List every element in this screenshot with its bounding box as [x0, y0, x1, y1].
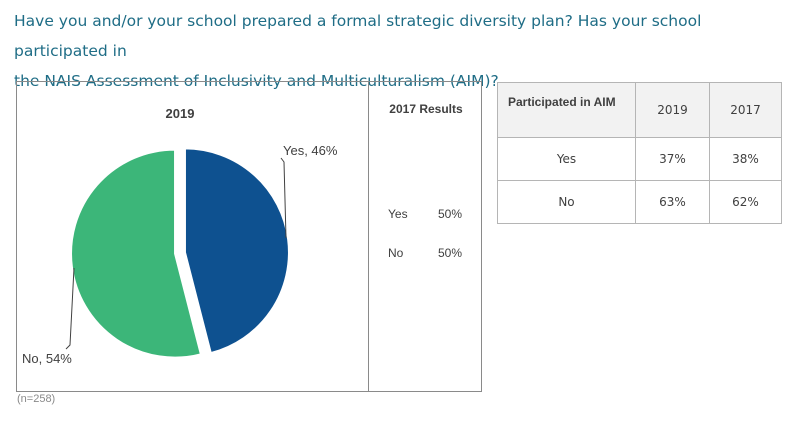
- frame-divider: [368, 81, 369, 392]
- table-row: No 63% 62%: [497, 180, 782, 224]
- table-cell: Yes: [497, 137, 636, 181]
- pie-slice-no: [70, 148, 203, 359]
- results-2017-value: 50%: [438, 246, 463, 260]
- aim-participation-table: Participated in AIM 2019 2017 Yes 37% 38…: [497, 82, 782, 224]
- pie-data-label: No, 54%: [22, 351, 72, 366]
- table-cell: 37%: [635, 137, 710, 181]
- pie-leader-line: [280, 157, 287, 239]
- table-header-cell: 2019: [635, 82, 710, 138]
- chart-frame: [16, 81, 482, 392]
- pie-data-label: Yes, 46%: [283, 143, 338, 158]
- results-2017-value: 50%: [438, 207, 463, 221]
- table-header-row: Participated in AIM 2019 2017: [497, 82, 782, 138]
- pie-title: 2019: [165, 106, 195, 121]
- table-header-cell: Participated in AIM: [497, 82, 636, 138]
- table-row: Yes 37% 38%: [497, 137, 782, 181]
- table-cell: 63%: [635, 180, 710, 224]
- table-cell: 62%: [709, 180, 782, 224]
- results-2017-title: 2017 Results: [389, 102, 463, 116]
- table-header-cell: 2017: [709, 82, 782, 138]
- results-2017-label: Yes: [388, 207, 408, 221]
- sample-size-note: (n=258): [17, 393, 56, 405]
- table-cell: No: [497, 180, 636, 224]
- pie-leader-line: [65, 267, 75, 350]
- results-2017-label: No: [388, 246, 404, 260]
- pie-slice-yes: [183, 147, 290, 355]
- heading-line-1: Have you and/or your school prepared a f…: [14, 12, 702, 60]
- table-cell: 38%: [709, 137, 782, 181]
